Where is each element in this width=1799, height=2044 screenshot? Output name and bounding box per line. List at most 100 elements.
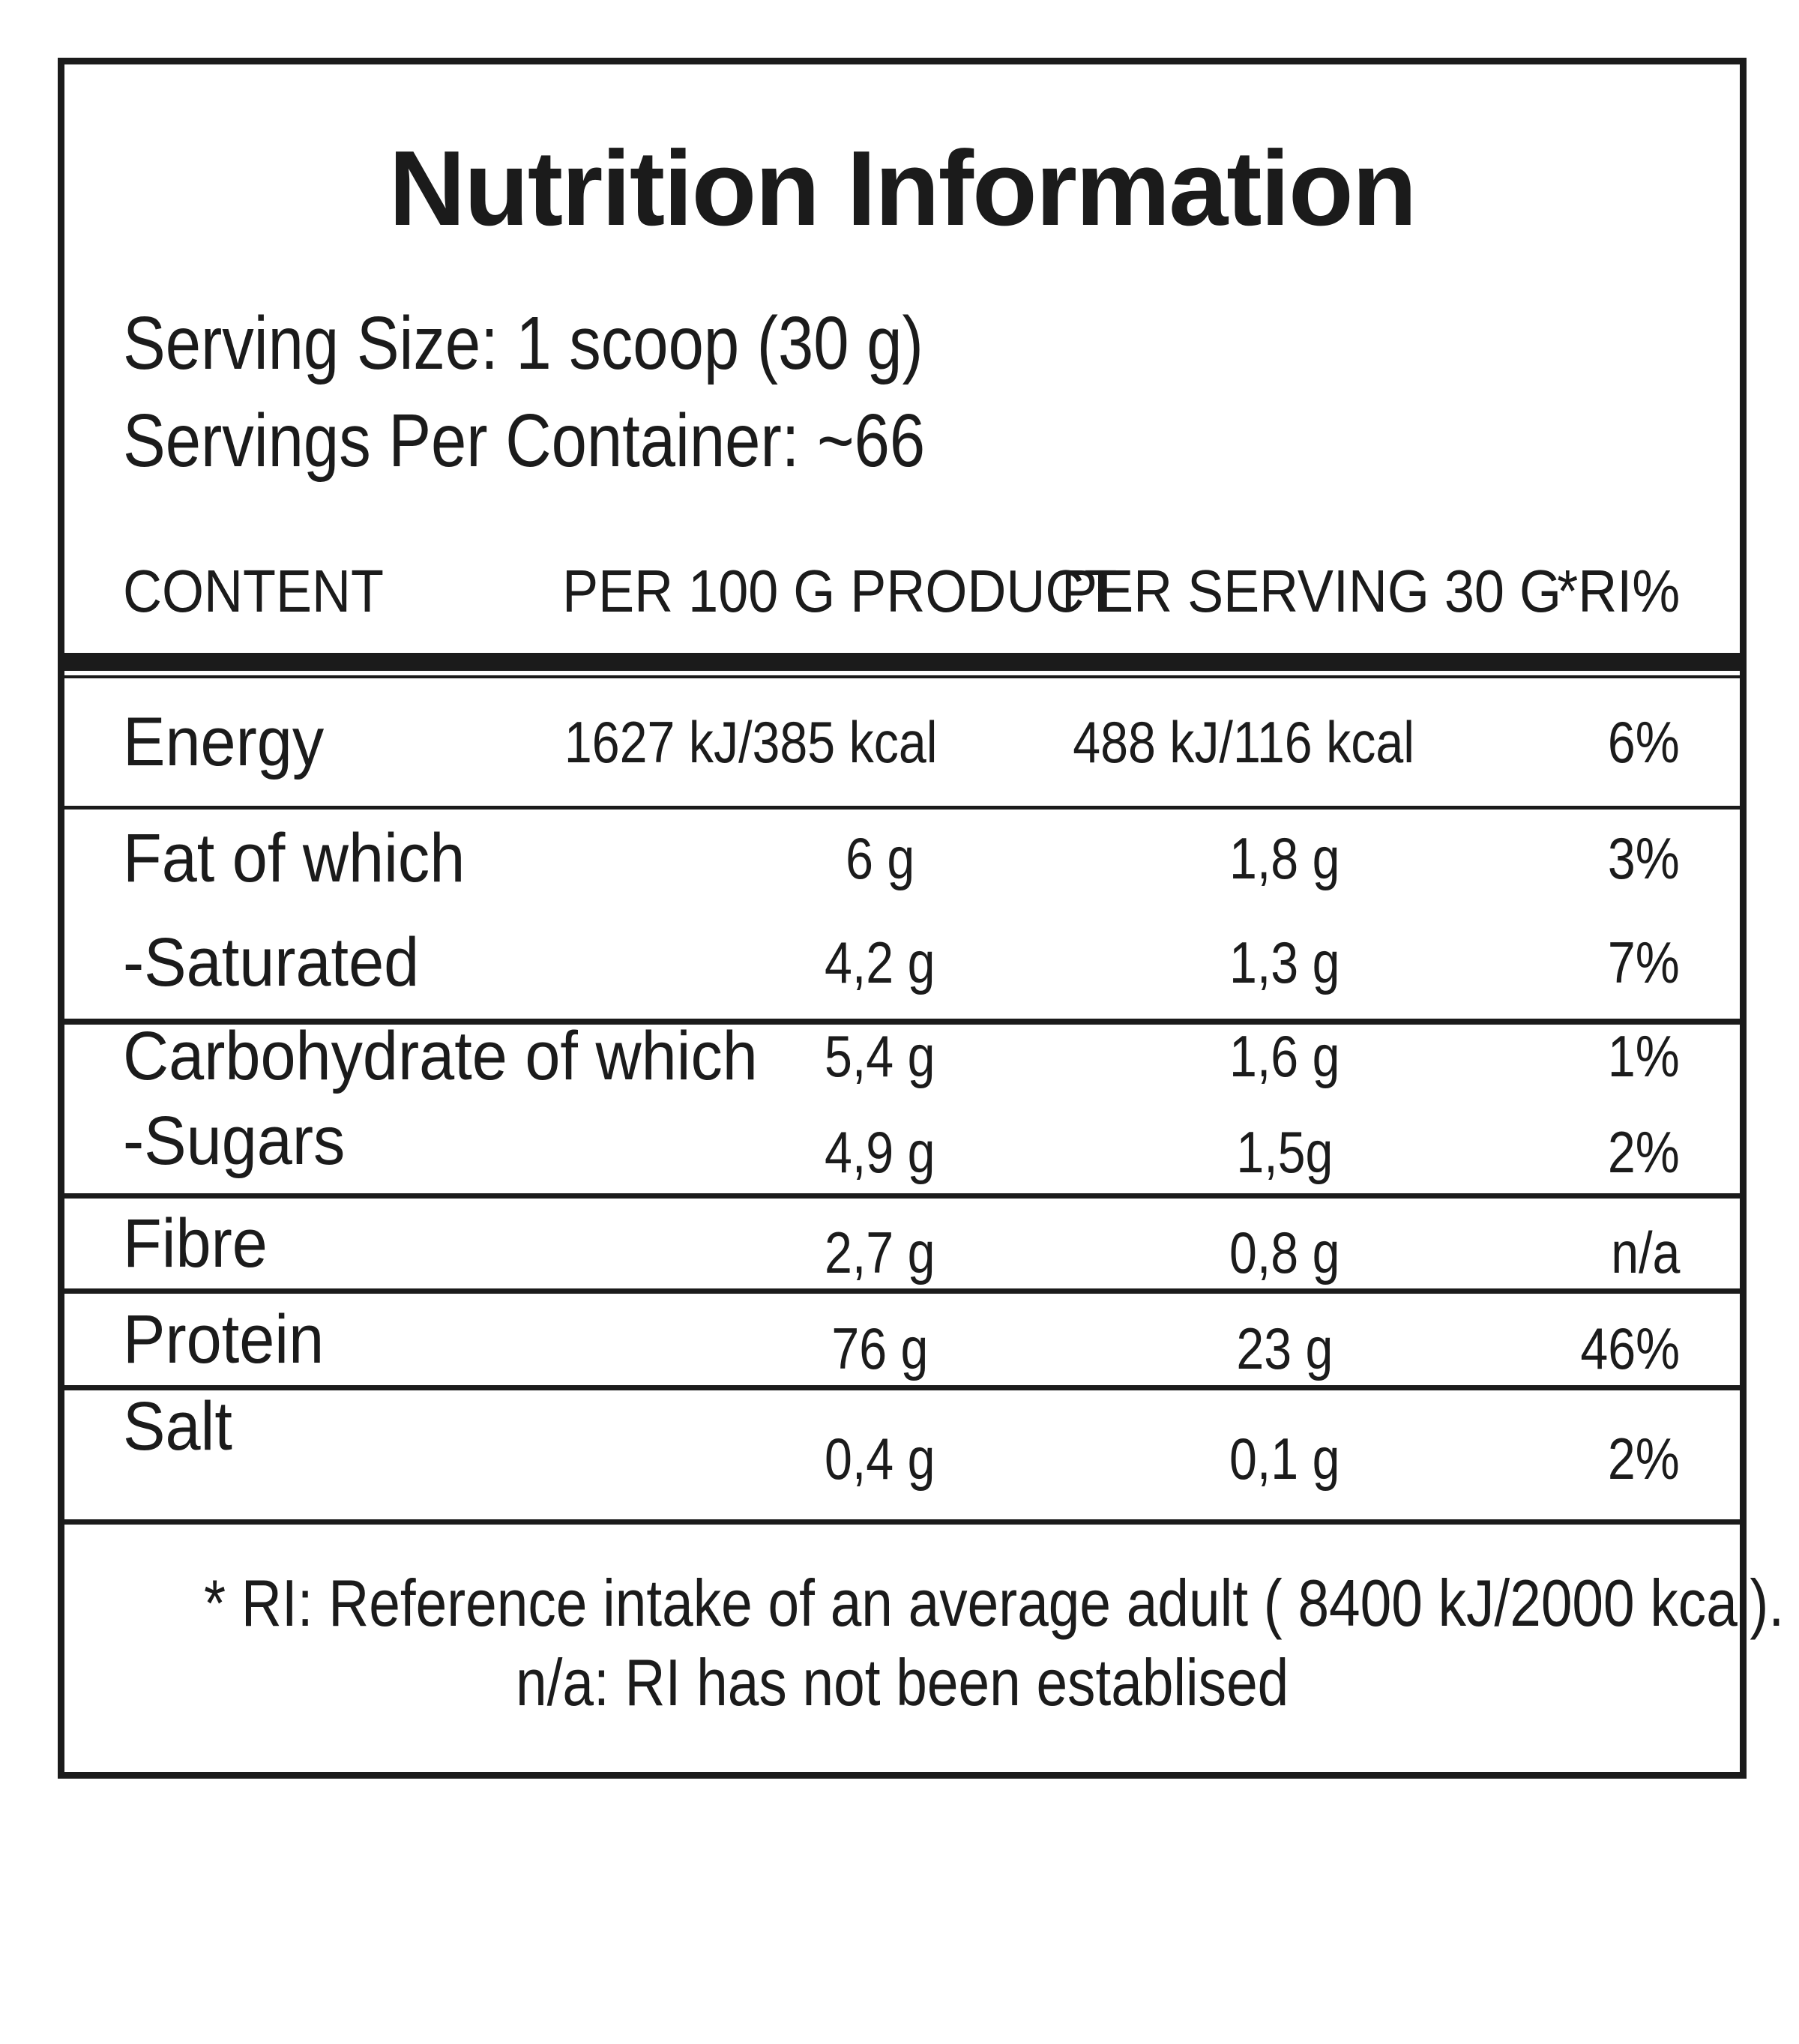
fibre-per-100g-cell: 2,7 g bbox=[753, 1219, 1007, 1287]
sugars-per-100g-cell: 4,9 g bbox=[753, 1118, 1007, 1187]
energy-ri-value: 6% bbox=[1608, 708, 1680, 775]
protein-label: Protein bbox=[123, 1300, 325, 1378]
sugars-per-100g-value: 4,9 g bbox=[825, 1118, 935, 1185]
fat-label: Fat of which bbox=[123, 819, 465, 896]
sugars-label-cell: -Sugars bbox=[123, 1102, 753, 1181]
group-fibre: Fibre 2,7 g 0,8 g n/a bbox=[64, 1199, 1740, 1294]
table-row-energy: Energy 1627 kJ/385 kcal 488 kJ/116 kcal … bbox=[64, 678, 1740, 806]
saturated-label: -Saturated bbox=[123, 924, 420, 1001]
sugars-ri-cell: 2% bbox=[1442, 1118, 1680, 1187]
energy-ri-cell: 6% bbox=[1453, 708, 1680, 777]
energy-per-100g-value: 1627 kJ/385 kcal bbox=[564, 708, 938, 775]
energy-label: Energy bbox=[123, 703, 325, 780]
energy-per-serving-cell: 488 kJ/116 kcal bbox=[1034, 708, 1453, 777]
salt-ri-cell: 2% bbox=[1442, 1425, 1680, 1493]
header-per-serving-text: PER SERVING 30 G bbox=[1061, 558, 1561, 624]
carbohydrate-label-cell: Carbohydrate of which bbox=[123, 1017, 758, 1096]
saturated-label-cell: -Saturated bbox=[123, 923, 753, 1002]
energy-per-100g-cell: 1627 kJ/385 kcal bbox=[531, 708, 951, 777]
fibre-per-100g-value: 2,7 g bbox=[825, 1219, 935, 1285]
salt-label-cell: Salt bbox=[123, 1388, 753, 1495]
sugars-label: -Sugars bbox=[123, 1102, 346, 1179]
footnote-ri-text: * RI: Reference intake of an average adu… bbox=[204, 1566, 1785, 1640]
fat-per-serving-cell: 1,8 g bbox=[1127, 824, 1442, 893]
saturated-per-100g-cell: 4,2 g bbox=[753, 929, 1007, 997]
salt-ri-value: 2% bbox=[1608, 1425, 1680, 1492]
sugars-per-serving-value: 1,5g bbox=[1236, 1118, 1334, 1185]
fibre-label-cell: Fibre bbox=[123, 1205, 753, 1283]
energy-label-cell: Energy bbox=[123, 703, 531, 782]
salt-per-serving-cell: 0,1 g bbox=[1127, 1425, 1442, 1493]
servings-per-container-text: Servings Per Container: ~66 bbox=[123, 399, 926, 483]
carbohydrate-per-serving-value: 1,6 g bbox=[1229, 1023, 1340, 1089]
table-row-protein: Protein 76 g 23 g 46% bbox=[64, 1294, 1740, 1385]
servings-per-container-line: Servings Per Container: ~66 bbox=[123, 392, 1740, 489]
saturated-per-serving-cell: 1,3 g bbox=[1127, 929, 1442, 997]
fat-per-100g-value: 6 g bbox=[845, 824, 915, 891]
saturated-ri-cell: 7% bbox=[1442, 929, 1680, 997]
saturated-ri-value: 7% bbox=[1608, 929, 1680, 995]
protein-per-100g-cell: 76 g bbox=[753, 1315, 1007, 1383]
table-row-saturated: -Saturated 4,2 g 1,3 g 7% bbox=[64, 907, 1740, 1019]
protein-ri-value: 46% bbox=[1580, 1315, 1680, 1381]
protein-label-cell: Protein bbox=[123, 1300, 753, 1379]
serving-size-text: Serving Size: 1 scoop (30 g) bbox=[123, 301, 923, 385]
fat-per-serving-value: 1,8 g bbox=[1229, 824, 1340, 891]
fat-ri-cell: 3% bbox=[1442, 824, 1680, 893]
footnote-line-ri: * RI: Reference intake of an average adu… bbox=[64, 1564, 1784, 1643]
header-ri-cell: *RI% bbox=[1453, 557, 1680, 626]
carbohydrate-ri-cell: 1% bbox=[1442, 1022, 1680, 1091]
sugars-per-serving-cell: 1,5g bbox=[1127, 1118, 1442, 1187]
header-per-100g-cell: PER 100 G PRODUCT bbox=[531, 557, 1117, 626]
saturated-per-100g-value: 4,2 g bbox=[825, 929, 935, 995]
fat-ri-value: 3% bbox=[1608, 824, 1680, 891]
footnote-section: * RI: Reference intake of an average adu… bbox=[64, 1525, 1784, 1722]
carbohydrate-label: Carbohydrate of which bbox=[123, 1018, 758, 1094]
table-row-salt: Salt 0,4 g 0,1 g 2% bbox=[64, 1388, 1740, 1519]
protein-per-100g-value: 76 g bbox=[831, 1315, 929, 1381]
header-separator-rule bbox=[64, 675, 1740, 678]
protein-ri-cell: 46% bbox=[1442, 1315, 1680, 1383]
table-row-carbohydrate: Carbohydrate of which 5,4 g 1,6 g 1% bbox=[64, 1018, 1740, 1094]
salt-per-serving-value: 0,1 g bbox=[1229, 1425, 1340, 1492]
carbohydrate-per-100g-value: 5,4 g bbox=[825, 1023, 935, 1089]
saturated-per-serving-value: 1,3 g bbox=[1229, 929, 1340, 995]
header-ri-text: *RI% bbox=[1556, 558, 1680, 624]
label-title: Nutrition Information bbox=[388, 129, 1417, 248]
fibre-ri-value: n/a bbox=[1610, 1219, 1680, 1285]
carbohydrate-ri-value: 1% bbox=[1608, 1023, 1680, 1089]
carbohydrate-per-100g-cell: 5,4 g bbox=[753, 1022, 1007, 1091]
header-content-cell: CONTENT bbox=[123, 557, 531, 626]
serving-info: Serving Size: 1 scoop (30 g) Servings Pe… bbox=[123, 295, 1740, 489]
energy-per-serving-value: 488 kJ/116 kcal bbox=[1073, 708, 1414, 775]
group-salt: Salt 0,4 g 0,1 g 2% bbox=[64, 1388, 1740, 1525]
salt-per-100g-value: 0,4 g bbox=[825, 1425, 935, 1492]
sugars-ri-value: 2% bbox=[1608, 1118, 1680, 1185]
group-fat: Fat of which 6 g 1,8 g 3% -Saturated 4,2… bbox=[64, 810, 1740, 1025]
carbohydrate-per-serving-cell: 1,6 g bbox=[1127, 1022, 1442, 1091]
footnote-line-na: n/a: RI has not been establised bbox=[64, 1643, 1740, 1722]
footnote-na-text: n/a: RI has not been establised bbox=[515, 1644, 1289, 1719]
protein-per-serving-value: 23 g bbox=[1236, 1315, 1334, 1381]
table-row-sugars: -Sugars 4,9 g 1,5g 2% bbox=[64, 1088, 1740, 1193]
group-energy: Energy 1627 kJ/385 kcal 488 kJ/116 kcal … bbox=[64, 678, 1740, 810]
fibre-per-serving-value: 0,8 g bbox=[1229, 1219, 1340, 1285]
table-row-fat: Fat of which 6 g 1,8 g 3% bbox=[64, 810, 1740, 907]
fat-per-100g-cell: 6 g bbox=[753, 824, 1007, 893]
header-per-100g-text: PER 100 G PRODUCT bbox=[562, 558, 1118, 624]
fibre-ri-cell: n/a bbox=[1442, 1219, 1680, 1287]
header-per-serving-cell: PER SERVING 30 G bbox=[1034, 557, 1561, 626]
table-header-row: CONTENT PER 100 G PRODUCT PER SERVING 30… bbox=[64, 557, 1740, 626]
nutrition-label-box: Nutrition Information Serving Size: 1 sc… bbox=[58, 58, 1784, 1779]
fat-label-cell: Fat of which bbox=[123, 819, 753, 898]
protein-per-serving-cell: 23 g bbox=[1127, 1315, 1442, 1383]
group-protein: Protein 76 g 23 g 46% bbox=[64, 1294, 1740, 1390]
header-separator-band bbox=[64, 653, 1740, 671]
salt-per-100g-cell: 0,4 g bbox=[753, 1425, 1007, 1493]
header-content-text: CONTENT bbox=[123, 558, 384, 624]
salt-label: Salt bbox=[123, 1387, 232, 1465]
group-carbohydrate: Carbohydrate of which 5,4 g 1,6 g 1% -Su… bbox=[64, 1018, 1740, 1199]
fibre-label: Fibre bbox=[123, 1205, 268, 1282]
serving-size-line: Serving Size: 1 scoop (30 g) bbox=[123, 295, 1740, 392]
fibre-per-serving-cell: 0,8 g bbox=[1127, 1219, 1442, 1287]
